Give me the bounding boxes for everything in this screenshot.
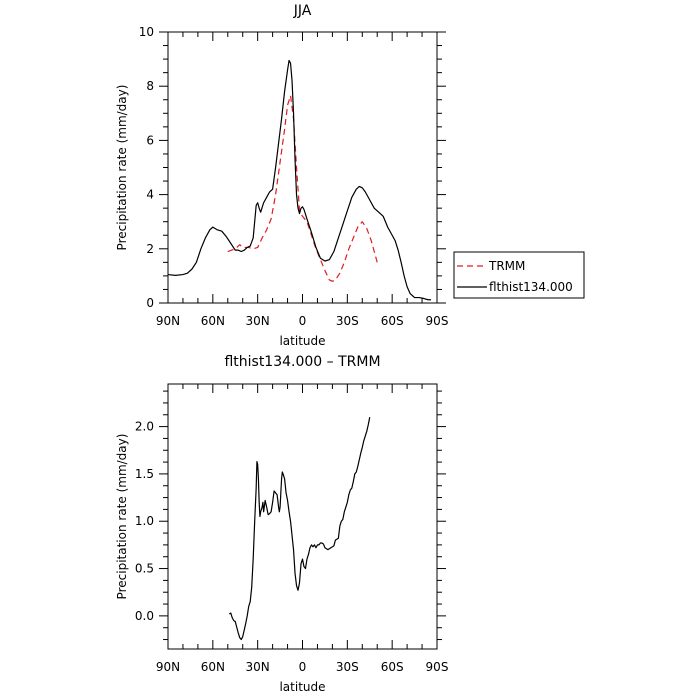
y-tick-label: 0.0 [135,609,154,623]
y-tick-label: 4 [146,188,154,202]
y-tick-label: 1.5 [135,467,154,481]
y-tick-label: 2 [146,242,154,256]
x-tick-label: 60S [381,314,404,328]
chart-title: JJA [293,3,312,19]
x-axis-label: latitude [279,334,325,348]
plot-frame [167,383,438,650]
x-tick-label: 90S [426,660,449,674]
y-tick-label: 6 [146,133,154,147]
y-tick-label: 10 [139,25,154,39]
series-line-trmm [227,95,378,282]
x-tick-label: 60S [381,660,404,674]
x-tick-label: 90N [156,660,180,674]
legend-label: TRMM [488,259,525,273]
x-tick-label: 60N [201,314,225,328]
y-axis-label: Precipitation rate (mm/day) [115,434,129,600]
legend-label: flthist134.000 [489,280,573,294]
x-tick-label: 90N [156,314,180,328]
y-tick-label: 0.5 [135,562,154,576]
series-line-flthist134-000 [167,59,432,301]
chart-panel-2: flthist134.000 – TRMM 90N 60N 30N 0 30S 60S 90S… [115,354,448,694]
x-tick-label: 90S [426,314,449,328]
x-tick-label: 30S [336,660,359,674]
legend-box [453,251,585,299]
x-tick-label: 30N [246,314,270,328]
chart-panel-1: JJA 90N 60N 30N 0 30S 60S 90S 0 2 4 6 8 10 latitude Pre… [115,3,585,348]
x-tick-label: 0 [299,314,307,328]
y-tick-label: 0 [146,296,154,310]
series-line-difference [228,417,371,641]
chart-title: flthist134.000 – TRMM [224,354,380,370]
legend: TRMM flthist134.000 [453,251,585,299]
y-tick-label: 1.0 [135,514,154,528]
x-axis-label: latitude [279,680,325,694]
plot-frame [167,31,438,304]
y-tick-label: 8 [146,79,154,93]
x-tick-label: 0 [299,660,307,674]
x-tick-label: 30S [336,314,359,328]
x-tick-label: 30N [246,660,270,674]
y-tick-label: 2.0 [135,420,154,434]
x-tick-label: 60N [201,660,225,674]
y-axis-label: Precipitation rate (mm/day) [115,85,129,251]
